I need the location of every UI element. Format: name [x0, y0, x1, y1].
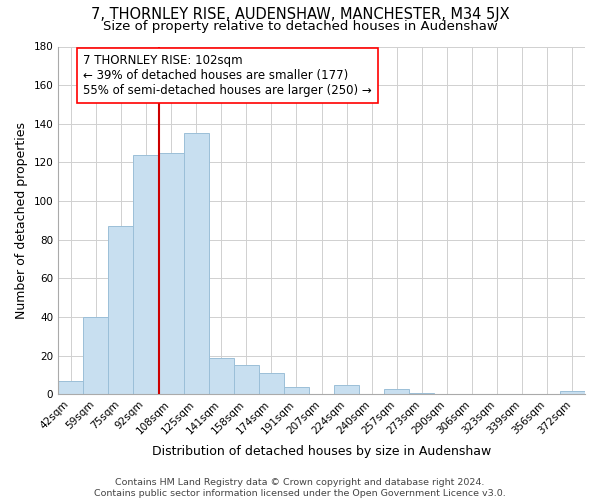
Bar — [334, 385, 359, 394]
Bar — [109, 226, 133, 394]
Bar — [234, 366, 259, 394]
Text: Size of property relative to detached houses in Audenshaw: Size of property relative to detached ho… — [103, 20, 497, 33]
Bar — [560, 390, 585, 394]
Bar — [184, 134, 209, 394]
Bar — [209, 358, 234, 395]
Bar — [284, 386, 309, 394]
Bar — [259, 373, 284, 394]
Bar — [83, 317, 109, 394]
Y-axis label: Number of detached properties: Number of detached properties — [15, 122, 28, 319]
X-axis label: Distribution of detached houses by size in Audenshaw: Distribution of detached houses by size … — [152, 444, 491, 458]
Bar — [385, 388, 409, 394]
Bar — [409, 392, 434, 394]
Text: 7, THORNLEY RISE, AUDENSHAW, MANCHESTER, M34 5JX: 7, THORNLEY RISE, AUDENSHAW, MANCHESTER,… — [91, 8, 509, 22]
Text: Contains HM Land Registry data © Crown copyright and database right 2024.
Contai: Contains HM Land Registry data © Crown c… — [94, 478, 506, 498]
Text: 7 THORNLEY RISE: 102sqm
← 39% of detached houses are smaller (177)
55% of semi-d: 7 THORNLEY RISE: 102sqm ← 39% of detache… — [83, 54, 372, 97]
Bar — [58, 381, 83, 394]
Bar — [133, 155, 158, 394]
Bar — [158, 153, 184, 394]
